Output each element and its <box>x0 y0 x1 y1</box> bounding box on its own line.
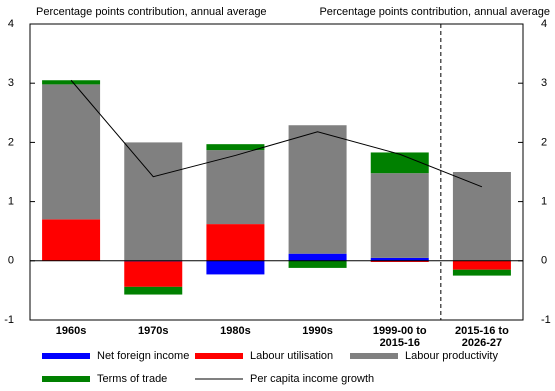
income-line <box>70 79 483 188</box>
legend-label: Labour productivity <box>405 350 498 362</box>
y2-tick-label: 4 <box>541 18 547 30</box>
legend-label: Terms of trade <box>97 373 167 385</box>
bar-segment <box>206 260 265 275</box>
y-tick-label: 1 <box>8 196 14 208</box>
y2-tick-label: 3 <box>541 77 547 89</box>
bar-segment <box>370 257 429 261</box>
left-axis-title: Percentage points contribution, annual a… <box>36 6 267 18</box>
plot-frame <box>29 23 524 321</box>
bar-segment <box>42 80 101 85</box>
bar-segment <box>452 269 511 276</box>
x-tick-label: 1999-00 to 2015-16 <box>373 325 427 349</box>
bar-segment <box>124 286 183 295</box>
legend-label: Net foreign income <box>97 350 189 362</box>
y-tick-label: 2 <box>8 136 14 148</box>
bar-segment <box>288 253 347 261</box>
x-tick-label: 1970s <box>138 325 169 337</box>
y-tick-label: 4 <box>8 18 14 30</box>
legend-swatch <box>42 376 90 382</box>
bar-segment <box>452 260 511 270</box>
bar-segment <box>370 260 429 262</box>
y2-tick-label: -1 <box>541 314 551 326</box>
bar-segment <box>452 172 511 261</box>
legend-swatch <box>350 353 398 359</box>
bar-segment <box>206 144 265 151</box>
bar-segment <box>288 125 347 254</box>
legend-swatch <box>42 353 90 359</box>
x-tick-label: 2015-16 to 2026-27 <box>455 325 509 349</box>
bar-segment <box>206 150 265 225</box>
bar-segment <box>124 261 183 287</box>
y-tick-label: 3 <box>8 77 14 89</box>
bar-segment <box>370 152 429 174</box>
bar-segment <box>124 142 183 261</box>
right-axis-title: Percentage points contribution, annual a… <box>319 6 550 18</box>
y2-tick-label: 1 <box>541 196 547 208</box>
legend-label: Per capita income growth <box>250 373 374 385</box>
bar-segment <box>42 84 101 220</box>
legend-swatch <box>195 353 243 359</box>
bar-segment <box>370 173 429 258</box>
bar-segment <box>206 224 265 261</box>
legend-label: Labour utilisation <box>250 350 333 362</box>
y-tick-label: 0 <box>8 255 14 267</box>
y2-tick-label: 2 <box>541 136 547 148</box>
x-tick-label: 1990s <box>302 325 333 337</box>
x-tick-label: 1960s <box>56 325 87 337</box>
y2-tick-label: 0 <box>541 255 547 267</box>
x-tick-label: 1980s <box>220 325 251 337</box>
y-tick-label: -1 <box>4 314 14 326</box>
bar-segment <box>288 260 347 268</box>
bar-segment <box>42 219 101 261</box>
